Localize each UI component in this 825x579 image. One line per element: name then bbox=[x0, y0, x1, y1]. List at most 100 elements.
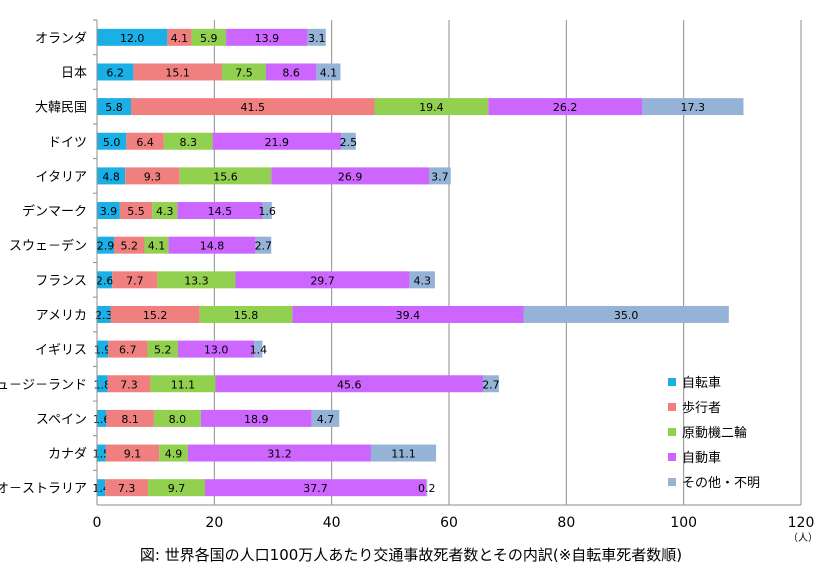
bar-segment bbox=[148, 479, 205, 497]
data-label: 2.7 bbox=[482, 378, 500, 391]
bar-segment bbox=[187, 444, 371, 462]
bar-segment bbox=[114, 236, 145, 254]
legend-label: 自転車 bbox=[682, 376, 721, 391]
bar-segment bbox=[133, 63, 222, 81]
legend-swatch bbox=[668, 428, 676, 436]
legend-swatch bbox=[668, 453, 676, 461]
data-label: 13.0 bbox=[204, 344, 229, 357]
data-label: 3.9 bbox=[100, 205, 118, 218]
data-label: 13.9 bbox=[255, 32, 280, 45]
bar-segment bbox=[105, 444, 160, 462]
bar-segment bbox=[429, 167, 451, 185]
x-tick-label: 80 bbox=[557, 515, 575, 531]
bar-segment bbox=[409, 271, 435, 289]
category-label: イギリス bbox=[35, 343, 87, 358]
data-label: 4.1 bbox=[320, 66, 338, 79]
bar-segment bbox=[131, 98, 375, 116]
bar-segment bbox=[168, 236, 256, 254]
bar-segment bbox=[199, 305, 293, 323]
bar-segment bbox=[97, 28, 168, 46]
data-label: 9.7 bbox=[168, 482, 186, 495]
bar-segment bbox=[126, 132, 164, 150]
bars: 12.0 4.1 5.9 13.9 3.1 6.2 15.1 7.5 8.6 4.1 5.8 41.5… bbox=[92, 28, 744, 497]
legend-swatch bbox=[668, 378, 676, 386]
data-label: 1.9 bbox=[94, 344, 112, 357]
data-label: 4.3 bbox=[414, 274, 432, 287]
bar-segment bbox=[179, 167, 272, 185]
data-label: 5.9 bbox=[200, 32, 218, 45]
bar-segment bbox=[255, 236, 272, 254]
bar-segment bbox=[370, 444, 437, 462]
data-label: 6.2 bbox=[106, 66, 124, 79]
bar-segment bbox=[125, 167, 180, 185]
x-tick-label: 20 bbox=[205, 515, 223, 531]
x-tick-label: 0 bbox=[93, 515, 102, 531]
category-label: 日本 bbox=[61, 66, 87, 81]
bar-segment bbox=[523, 305, 729, 323]
data-label: 7.3 bbox=[120, 378, 138, 391]
data-label: 5.8 bbox=[105, 101, 123, 114]
data-label: 2.6 bbox=[96, 274, 114, 287]
category-label: デンマーク bbox=[22, 204, 87, 220]
x-tick-label: 120 bbox=[788, 515, 815, 531]
category-label: スウェ－デン bbox=[9, 238, 87, 254]
bar-segment bbox=[254, 340, 263, 358]
data-label: 6.7 bbox=[119, 344, 137, 357]
bar-segment bbox=[642, 98, 744, 116]
data-label: 1.6 bbox=[258, 205, 276, 218]
data-label: 8.1 bbox=[121, 413, 139, 426]
bar-segment bbox=[108, 340, 148, 358]
category-label: ニュ－ジ－ランド bbox=[0, 378, 87, 393]
bar-segment bbox=[191, 28, 227, 46]
data-label: 31.2 bbox=[267, 448, 292, 461]
bar-segment bbox=[221, 63, 266, 81]
data-label: 4.8 bbox=[102, 170, 120, 183]
category-label: フランス bbox=[35, 274, 87, 289]
data-label: 15.1 bbox=[165, 66, 190, 79]
data-label: 1.4 bbox=[250, 344, 268, 357]
bar-segment bbox=[97, 409, 107, 427]
data-label: 4.1 bbox=[148, 240, 166, 253]
bar-segment bbox=[235, 271, 410, 289]
bar-segment bbox=[177, 340, 255, 358]
legend-swatch bbox=[668, 478, 676, 486]
bar-segment bbox=[110, 305, 200, 323]
bar-segment bbox=[316, 63, 341, 81]
data-label: 8.3 bbox=[179, 136, 197, 149]
data-label: 2.3 bbox=[95, 309, 113, 322]
bar-segment bbox=[153, 409, 201, 427]
bar-segment bbox=[265, 63, 317, 81]
data-label: 15.8 bbox=[234, 309, 259, 322]
bar-segment bbox=[97, 132, 127, 150]
bar-segment bbox=[488, 98, 643, 116]
data-label: 4.1 bbox=[171, 32, 189, 45]
data-label: 45.6 bbox=[337, 378, 362, 391]
category-label: オランダ bbox=[35, 31, 87, 46]
axes: 0 20 40 60 80 100 120（人） オランダ日本大韓民国ドイツイタリアデンマーク… bbox=[0, 19, 818, 544]
bar-segment bbox=[311, 409, 340, 427]
bar-segment bbox=[119, 202, 153, 220]
data-label: 15.2 bbox=[143, 309, 168, 322]
bar-segment bbox=[483, 375, 499, 393]
bar-segment bbox=[97, 375, 108, 393]
bar-segment bbox=[97, 479, 106, 497]
data-label: 41.5 bbox=[241, 101, 266, 114]
data-label: 26.9 bbox=[338, 170, 363, 183]
data-label: 17.3 bbox=[681, 101, 706, 114]
data-label: 4.3 bbox=[156, 205, 174, 218]
data-label: 14.8 bbox=[200, 240, 225, 253]
data-label: 37.7 bbox=[303, 482, 328, 495]
category-label: オ－ストラリア bbox=[0, 482, 87, 497]
data-label: 35.0 bbox=[614, 309, 639, 322]
legend-label: 自動車 bbox=[682, 451, 721, 466]
bar-segment bbox=[97, 340, 109, 358]
data-label: 21.9 bbox=[265, 136, 290, 149]
bar-segment bbox=[97, 63, 134, 81]
data-label: 19.4 bbox=[419, 101, 444, 114]
bar-segment bbox=[97, 271, 113, 289]
bar-segment bbox=[177, 202, 263, 220]
chart-title: 図: 世界各国の人口100万人あたり交通事故死者数とその内訳(※自転車死者数順) bbox=[140, 546, 682, 564]
bar-segment bbox=[163, 132, 213, 150]
data-label: 18.9 bbox=[244, 413, 269, 426]
